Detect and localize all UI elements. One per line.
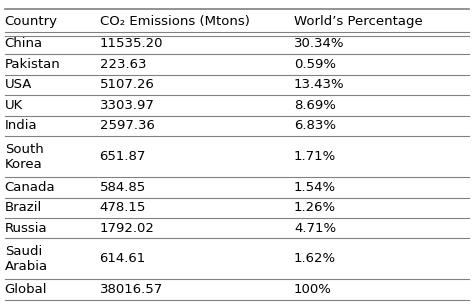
Text: 100%: 100% [294, 283, 332, 296]
Text: 651.87: 651.87 [100, 150, 146, 163]
Text: 584.85: 584.85 [100, 181, 146, 194]
Text: 4.71%: 4.71% [294, 222, 336, 235]
Text: Saudi
Arabia: Saudi Arabia [5, 245, 48, 273]
Text: USA: USA [5, 78, 32, 91]
Text: 13.43%: 13.43% [294, 78, 345, 91]
Text: 0.59%: 0.59% [294, 58, 336, 71]
Text: Pakistan: Pakistan [5, 58, 61, 71]
Text: World’s Percentage: World’s Percentage [294, 15, 423, 28]
Text: 38016.57: 38016.57 [100, 283, 163, 296]
Text: 1.26%: 1.26% [294, 201, 336, 214]
Text: 3303.97: 3303.97 [100, 99, 155, 112]
Text: Brazil: Brazil [5, 201, 42, 214]
Text: 1.71%: 1.71% [294, 150, 336, 163]
Text: South
Korea: South Korea [5, 143, 44, 170]
Text: Russia: Russia [5, 222, 47, 235]
Text: UK: UK [5, 99, 23, 112]
Text: China: China [5, 37, 43, 50]
Text: 223.63: 223.63 [100, 58, 146, 71]
Text: India: India [5, 119, 37, 132]
Text: CO₂ Emissions (Mtons): CO₂ Emissions (Mtons) [100, 15, 249, 28]
Text: 478.15: 478.15 [100, 201, 146, 214]
Text: 11535.20: 11535.20 [100, 37, 163, 50]
Text: Canada: Canada [5, 181, 55, 194]
Text: 6.83%: 6.83% [294, 119, 336, 132]
Text: 5107.26: 5107.26 [100, 78, 155, 91]
Text: 1.62%: 1.62% [294, 252, 336, 265]
Text: 1.54%: 1.54% [294, 181, 336, 194]
Text: 8.69%: 8.69% [294, 99, 336, 112]
Text: 2597.36: 2597.36 [100, 119, 155, 132]
Text: 30.34%: 30.34% [294, 37, 345, 50]
Text: 1792.02: 1792.02 [100, 222, 155, 235]
Text: Country: Country [5, 15, 58, 28]
Text: 614.61: 614.61 [100, 252, 146, 265]
Text: Global: Global [5, 283, 47, 296]
